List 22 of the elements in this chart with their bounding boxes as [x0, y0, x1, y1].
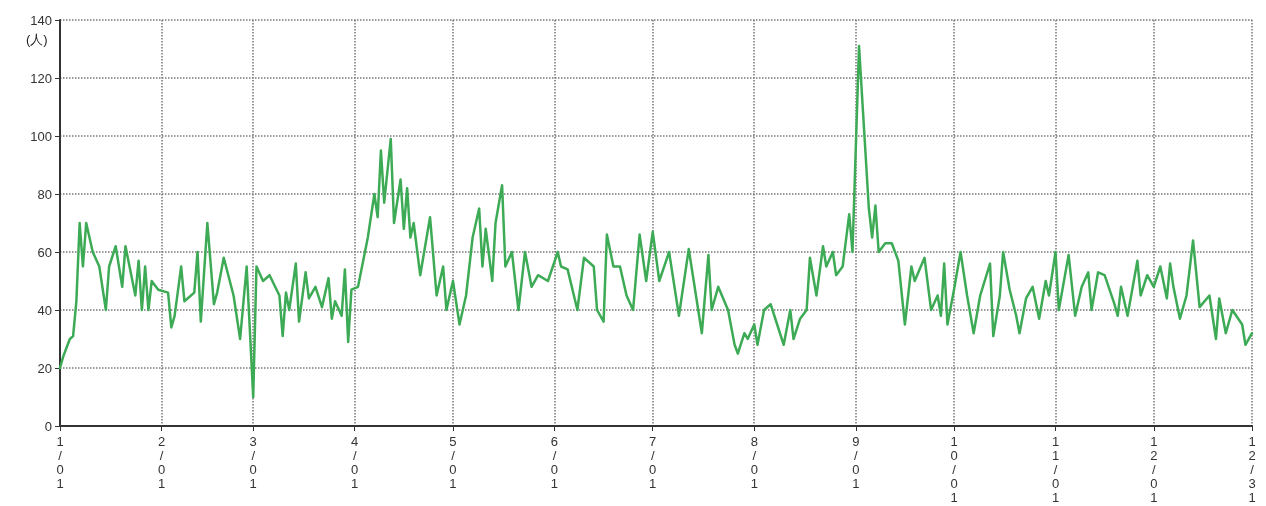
x-tick-label: 4/01: [351, 433, 359, 491]
x-tick-label: 1 2/01: [1150, 433, 1158, 505]
x-tick-label: 11/01: [1051, 433, 1060, 505]
y-tick-label: 140: [30, 12, 52, 28]
x-tick-label: 1 / 0 1: [56, 433, 64, 491]
x-tick-label: 6/01: [550, 433, 559, 491]
x-tick-label: 8/01: [750, 433, 758, 491]
y-tick-label: 60: [37, 244, 52, 260]
x-tick-label: 9/01: [852, 433, 860, 491]
y-tick-label: 0: [44, 418, 52, 434]
y-tick-label: 80: [37, 186, 52, 202]
y-tick-label: 120: [30, 70, 52, 86]
y-tick-label: 100: [30, 128, 52, 144]
y-tick-label: 20: [37, 360, 52, 376]
x-tick-label: 12/31: [1248, 433, 1256, 505]
x-tick-label: 5/01: [449, 433, 457, 491]
x-tick-label: 2/01: [157, 433, 166, 491]
x-tick-label: 7/01: [649, 433, 657, 491]
x-tick-label: 3/01: [249, 433, 257, 491]
y-axis-title: (人): [26, 32, 48, 47]
x-tick-label: 10/01: [950, 433, 958, 505]
y-tick-label: 40: [37, 302, 52, 318]
